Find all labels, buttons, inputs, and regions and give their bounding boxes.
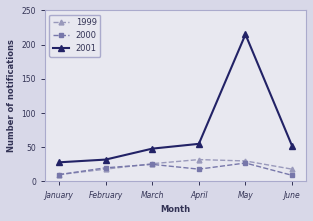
1999 [104,168,107,170]
Y-axis label: Number of notifications: Number of notifications [7,40,16,152]
Line: 1999: 1999 [57,157,295,177]
2000 [104,166,107,169]
2001 [197,143,201,145]
2000 [244,162,247,164]
Legend: 1999, 2000, 2001: 1999, 2000, 2001 [49,15,100,57]
2001 [57,161,61,164]
1999 [150,162,154,165]
2001 [290,145,294,147]
2001 [244,33,247,36]
1999 [244,160,247,162]
1999 [57,173,61,176]
2000 [57,173,61,176]
1999 [290,168,294,170]
2001 [150,147,154,150]
2000 [150,163,154,166]
2001 [104,158,107,161]
2000 [197,168,201,170]
X-axis label: Month: Month [161,205,191,214]
Line: 2001: 2001 [56,32,295,165]
Line: 2000: 2000 [57,161,295,178]
2000 [290,174,294,177]
1999 [197,158,201,161]
